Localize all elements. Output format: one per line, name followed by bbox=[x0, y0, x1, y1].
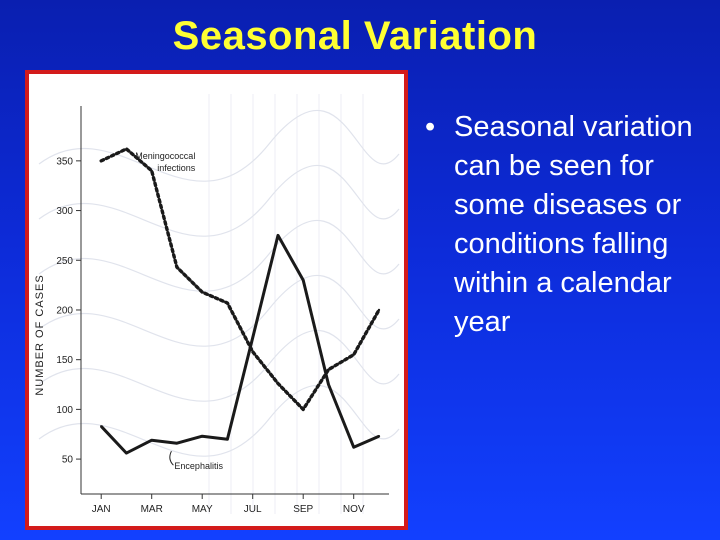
data-point-encephalitis bbox=[352, 445, 355, 449]
data-point-meningococcal bbox=[377, 308, 381, 312]
y-tick-label: 50 bbox=[62, 455, 74, 466]
background-printed-traces bbox=[38, 94, 400, 514]
seasonal-line-chart: 50 100 150 200 250 300 350 JAN MAR MAY JUL SEP NOV NU… bbox=[34, 94, 400, 515]
y-tick-label: 350 bbox=[56, 156, 73, 167]
data-point-meningococcal bbox=[125, 147, 128, 151]
background-trace bbox=[38, 329, 400, 402]
data-point-meningococcal bbox=[201, 290, 204, 294]
annotation-encephalitis: Encephalitis bbox=[174, 461, 223, 471]
y-tick-label: 300 bbox=[56, 206, 73, 217]
data-point-encephalitis bbox=[251, 336, 254, 340]
data-point-meningococcal bbox=[302, 408, 305, 411]
data-point-encephalitis bbox=[377, 435, 381, 438]
background-trace bbox=[38, 109, 400, 182]
data-point-encephalitis bbox=[150, 439, 153, 442]
data-point-meningococcal bbox=[276, 382, 280, 385]
y-tick-label: 100 bbox=[56, 405, 73, 416]
background-trace bbox=[38, 219, 400, 292]
chart-series bbox=[99, 147, 381, 455]
data-point-encephalitis bbox=[302, 278, 305, 282]
data-point-meningococcal bbox=[150, 169, 153, 172]
data-point-encephalitis bbox=[100, 425, 103, 428]
data-point-meningococcal bbox=[100, 159, 103, 163]
data-point-meningococcal bbox=[251, 350, 254, 353]
data-point-encephalitis bbox=[327, 383, 330, 386]
chart-labels: 50 100 150 200 250 300 350 JAN MAR MAY JUL SEP NOV NU… bbox=[34, 151, 365, 515]
bullet-text: Seasonal variation can be seen for some … bbox=[454, 111, 693, 338]
y-tick-label: 250 bbox=[56, 256, 73, 267]
data-point-meningococcal bbox=[175, 266, 179, 269]
background-trace bbox=[38, 384, 400, 457]
y-tick-label: 200 bbox=[56, 305, 73, 316]
slide-title: Seasonal Variation bbox=[172, 14, 538, 58]
bullet-list: • Seasonal variation can be seen for som… bbox=[425, 108, 710, 342]
bullet-dot-icon: • bbox=[425, 111, 436, 143]
x-tick-label: MAR bbox=[141, 504, 163, 515]
data-point-meningococcal bbox=[327, 368, 330, 371]
y-axis-label: NUMBER OF CASES bbox=[34, 274, 46, 395]
background-trace bbox=[38, 274, 400, 347]
x-tick-label: JAN bbox=[92, 504, 111, 515]
data-point-encephalitis bbox=[201, 435, 204, 438]
data-point-encephalitis bbox=[276, 234, 280, 237]
background-trace bbox=[38, 164, 400, 237]
data-point-meningococcal bbox=[226, 301, 229, 305]
series-line-encephalitis bbox=[100, 233, 380, 455]
y-tick-label: 150 bbox=[56, 355, 73, 366]
data-point-encephalitis bbox=[125, 451, 128, 455]
chart-axes bbox=[76, 106, 389, 499]
bullet-item: • Seasonal variation can be seen for som… bbox=[425, 108, 710, 342]
x-tick-label: SEP bbox=[293, 504, 313, 515]
annotation-leader bbox=[169, 450, 174, 466]
data-point-encephalitis bbox=[175, 441, 179, 445]
x-tick-label: MAY bbox=[192, 504, 213, 515]
data-point-meningococcal bbox=[352, 353, 355, 356]
series-line-meningococcal bbox=[99, 147, 381, 412]
annotation-meningococcal: Meningococcal infections bbox=[135, 151, 196, 173]
x-tick-label: JUL bbox=[244, 504, 262, 515]
x-tick-label: NOV bbox=[343, 504, 365, 515]
data-point-encephalitis bbox=[226, 438, 229, 441]
chart-figure: 50 100 150 200 250 300 350 JAN MAR MAY JUL SEP NOV NU… bbox=[25, 70, 408, 530]
